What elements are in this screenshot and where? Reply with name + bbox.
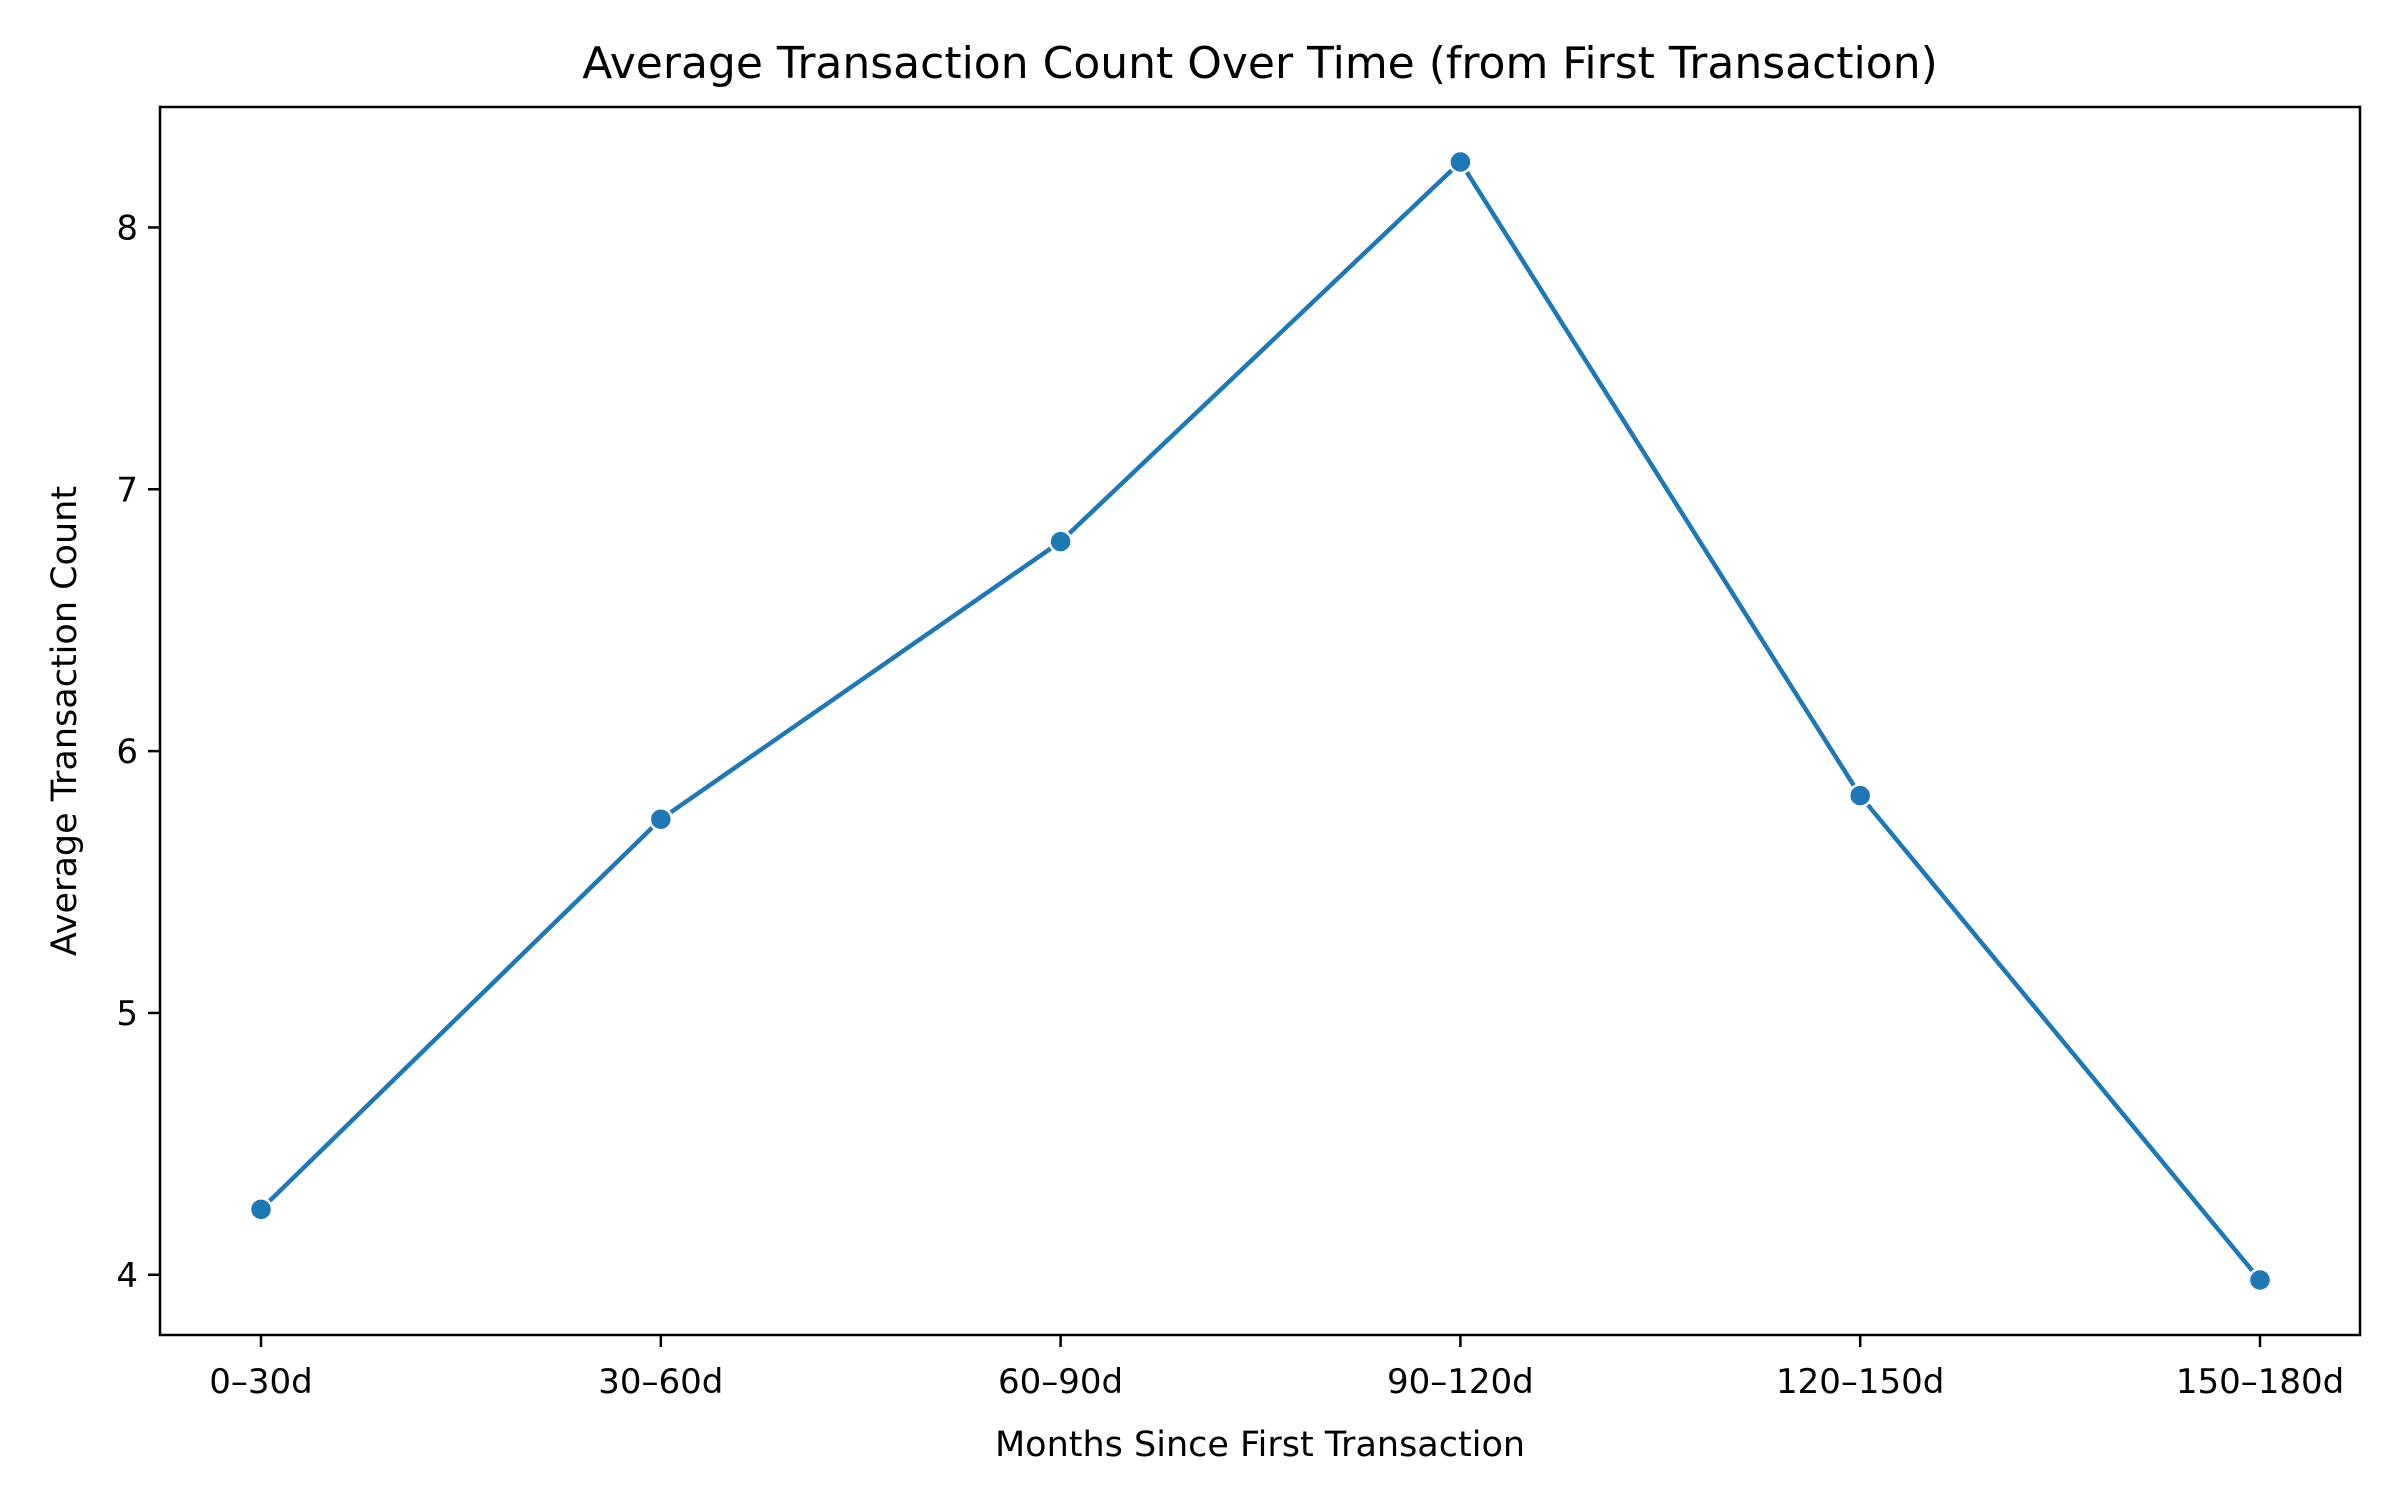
series-line <box>258 159 2263 1283</box>
y-tick-label: 4 <box>116 1256 138 1296</box>
y-tick-label: 6 <box>116 732 138 772</box>
x-tick-label: 30–60d <box>598 1362 723 1402</box>
data-point <box>1448 149 1473 175</box>
plot-frame <box>158 105 2362 1337</box>
x-axis: 0–30d 30–60d 60–90d 90–120d 120–150d 150–180d <box>209 1335 2344 1402</box>
x-tick-label: 120–150d <box>1776 1362 1944 1402</box>
y-axis: 4 5 6 7 8 <box>116 208 160 1296</box>
y-tick-label: 5 <box>116 994 138 1034</box>
y-axis-title: Average Transaction Count <box>45 486 85 956</box>
data-point <box>1048 529 1073 554</box>
y-tick-label: 8 <box>116 208 138 248</box>
x-tick-label: 60–90d <box>998 1362 1123 1402</box>
data-point <box>248 1197 274 1222</box>
x-axis-title: Months Since First Transaction <box>995 1425 1525 1465</box>
plot-area <box>248 149 2273 1293</box>
data-point <box>2247 1267 2273 1293</box>
x-tick-label: 150–180d <box>2176 1362 2344 1402</box>
x-tick-label: 90–120d <box>1387 1362 1534 1402</box>
data-point <box>1847 783 1873 808</box>
x-tick-label: 0–30d <box>209 1362 312 1402</box>
y-tick-label: 7 <box>116 470 138 510</box>
data-point <box>648 806 674 832</box>
chart-title: Average Transaction Count Over Time (fro… <box>582 38 1938 89</box>
